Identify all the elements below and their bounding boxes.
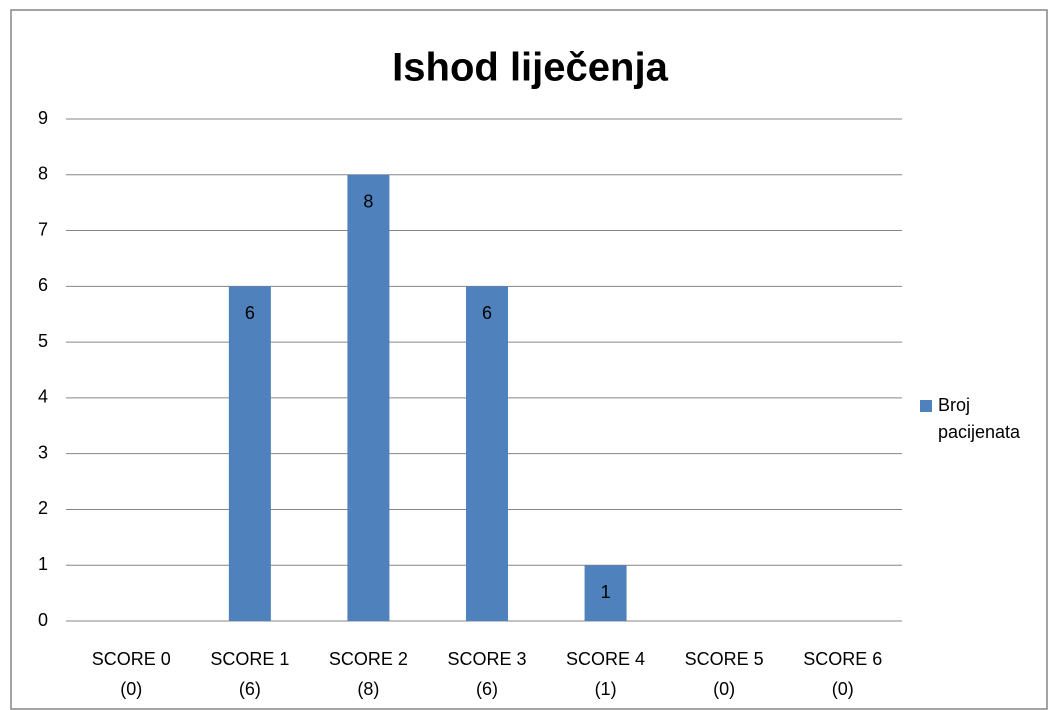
y-tick-label: 8 xyxy=(38,164,48,184)
data-label: 8 xyxy=(363,192,373,212)
y-tick-label: 1 xyxy=(38,554,48,574)
x-tick-label: (0) xyxy=(713,679,735,699)
legend-swatch xyxy=(920,400,932,412)
y-tick-label: 3 xyxy=(38,442,48,462)
x-tick-label: SCORE 1 xyxy=(210,649,289,669)
x-tick-label: (6) xyxy=(239,679,261,699)
x-tick-label: (8) xyxy=(357,679,379,699)
legend-label: Broj pacijenata xyxy=(938,395,1021,442)
y-tick-label: 7 xyxy=(38,219,48,239)
y-tick-label: 0 xyxy=(38,610,48,630)
y-tick-label: 9 xyxy=(38,108,48,128)
x-tick-label: (0) xyxy=(832,679,854,699)
data-label: 1 xyxy=(601,582,611,602)
x-tick-label: SCORE 6 xyxy=(803,649,882,669)
x-tick-label: SCORE 0 xyxy=(92,649,171,669)
bar xyxy=(228,286,271,621)
y-tick-label: 4 xyxy=(38,387,48,407)
y-tick-label: 6 xyxy=(38,275,48,295)
chart-title: Ishod liječenja xyxy=(392,46,668,90)
bar xyxy=(584,565,627,621)
data-label: 6 xyxy=(245,303,255,323)
bar xyxy=(466,286,508,621)
x-tick-label: (0) xyxy=(120,679,142,699)
x-tick-label: SCORE 2 xyxy=(329,649,408,669)
x-tick-label: SCORE 5 xyxy=(685,649,764,669)
x-tick-label: SCORE 3 xyxy=(447,649,526,669)
chart-border xyxy=(10,9,1048,710)
legend: Broj pacijenata xyxy=(920,392,1040,446)
y-tick-label: 2 xyxy=(38,498,48,518)
x-tick-label: SCORE 4 xyxy=(566,649,645,669)
x-tick-label: (6) xyxy=(476,679,498,699)
data-label: 6 xyxy=(482,303,492,323)
bar xyxy=(347,174,390,621)
y-tick-label: 5 xyxy=(38,331,48,351)
x-tick-label: (1) xyxy=(595,679,617,699)
